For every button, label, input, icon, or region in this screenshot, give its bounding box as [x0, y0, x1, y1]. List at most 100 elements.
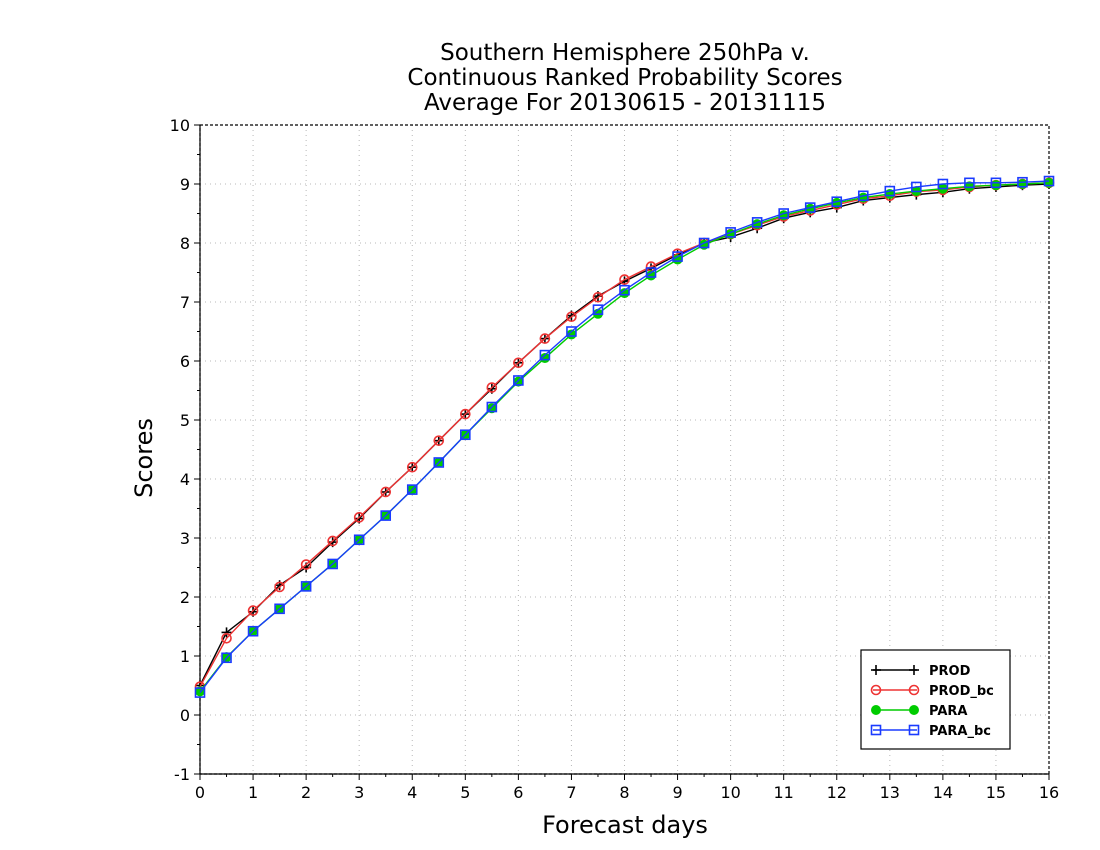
legend-label: PROD_bc: [929, 684, 994, 699]
data-point-para: [990, 180, 1001, 191]
data-point-para-bc: [937, 178, 949, 190]
x-tick-label: 14: [933, 783, 953, 802]
data-point-para-bc: [964, 177, 975, 189]
y-tick-label: 8: [180, 234, 190, 253]
legend-marker: [870, 684, 882, 696]
x-tick-label: 16: [1039, 783, 1059, 802]
x-tick-label: 4: [407, 783, 417, 802]
data-point-para-bc: [857, 190, 869, 202]
data-point-para-bc: [1043, 175, 1055, 187]
legend-item-para: PARA: [871, 704, 967, 719]
x-tick-label: 11: [774, 783, 794, 802]
y-tick-label: 0: [180, 706, 190, 725]
legend-item-prod: PROD: [871, 664, 971, 679]
x-tick-label: 10: [720, 783, 740, 802]
data-point-prod-bc: [300, 559, 312, 570]
x-tick-label: 1: [248, 783, 258, 802]
x-tick-label: 7: [566, 783, 576, 802]
data-point-prod-bc: [433, 435, 445, 446]
x-tick-label: 9: [672, 783, 682, 802]
data-point-prod-bc: [221, 632, 232, 644]
data-point-para-bc: [539, 349, 551, 361]
data-point-para-bc: [831, 196, 843, 207]
legend-label: PARA: [929, 704, 967, 719]
y-tick-label: 3: [180, 529, 190, 548]
y-tick-label: 10: [170, 116, 190, 135]
title-line-1: Southern Hemisphere 250hPa v.: [440, 40, 810, 66]
series-line-para-bc: [199, 180, 1050, 694]
data-point-prod-bc: [353, 512, 365, 523]
legend-marker: [871, 705, 881, 715]
y-tick-label: 2: [180, 588, 190, 607]
data-point-prod-bc: [274, 581, 285, 593]
data-point-para-bc: [513, 375, 524, 386]
data-point-prod-bc: [513, 357, 524, 369]
x-tick-label: 3: [354, 783, 364, 802]
x-tick-label: 13: [880, 783, 900, 802]
data-point-para-bc: [460, 429, 471, 441]
data-point-para-bc: [433, 457, 445, 468]
legend-marker: [908, 684, 920, 696]
data-point-prod-bc: [566, 311, 577, 323]
data-point-para-bc: [751, 217, 763, 228]
legend-label: PROD: [929, 664, 971, 679]
x-tick-label: 15: [986, 783, 1006, 802]
data-point-para-bc: [725, 227, 736, 238]
data-point-prod-bc: [619, 274, 630, 285]
data-point-para-bc: [274, 603, 285, 615]
legend-item-prod-bc: PROD_bc: [870, 684, 994, 699]
series-group: [194, 175, 1055, 698]
legend-box: [860, 649, 1011, 750]
legend: PROD PROD_bc PARA PARA_bc: [860, 649, 1011, 750]
y-tick-label: 9: [180, 175, 190, 194]
title-line-2: Continuous Ranked Probability Scores: [407, 65, 842, 91]
data-point-prod-bc: [327, 535, 338, 547]
data-point-para-bc: [327, 558, 338, 570]
data-point-para-bc: [698, 237, 710, 249]
data-point-para-bc: [380, 510, 392, 521]
data-point-para-bc: [486, 401, 498, 413]
data-point-prod-bc: [406, 461, 418, 473]
legend-marker: [908, 724, 920, 736]
data-point-prod: [221, 627, 232, 638]
data-point-para-bc: [1017, 176, 1028, 188]
y-tick-label: 7: [180, 293, 190, 312]
chart-title: Southern Hemisphere 250hPa v. Continuous…: [407, 40, 842, 116]
series-para-bc: [194, 175, 1055, 698]
y-tick-label: 4: [180, 470, 190, 489]
data-point-para-bc: [672, 251, 683, 262]
y-tick-label: 5: [180, 411, 190, 430]
data-point-para-bc: [566, 326, 577, 337]
x-tick-label: 8: [619, 783, 629, 802]
data-point-para-bc: [247, 625, 259, 637]
data-point-para-bc: [645, 267, 657, 278]
data-point-prod-bc: [247, 605, 259, 616]
y-tick-label: -1: [174, 765, 190, 784]
x-tick-label: 6: [513, 783, 523, 802]
data-point-para-bc: [592, 304, 604, 315]
legend-marker: [909, 705, 919, 715]
data-point-para-bc: [221, 652, 232, 664]
legend-item-para-bc: PARA_bc: [870, 724, 991, 739]
data-point-prod-bc: [486, 382, 498, 393]
legend-marker: [870, 724, 882, 736]
data-point-para-bc: [406, 484, 418, 495]
data-point-prod-bc: [592, 291, 604, 303]
y-tick-label: 6: [180, 352, 190, 371]
series-line-prod-bc: [199, 182, 1050, 688]
legend-label: PARA_bc: [929, 724, 991, 739]
data-point-para-bc: [884, 185, 896, 197]
data-point-para-bc: [194, 687, 206, 698]
data-point-para-bc: [778, 208, 789, 219]
data-point-para-bc: [353, 534, 365, 546]
x-axis-label: Forecast days: [542, 811, 708, 839]
data-point-para-bc: [990, 177, 1002, 189]
data-point-para-bc: [804, 202, 816, 213]
data-point-prod-bc: [380, 486, 392, 498]
y-axis-label: Scores: [130, 418, 158, 498]
legend-marker: [871, 665, 881, 675]
x-tick-label: 2: [301, 783, 311, 802]
x-tick-label: 12: [827, 783, 847, 802]
